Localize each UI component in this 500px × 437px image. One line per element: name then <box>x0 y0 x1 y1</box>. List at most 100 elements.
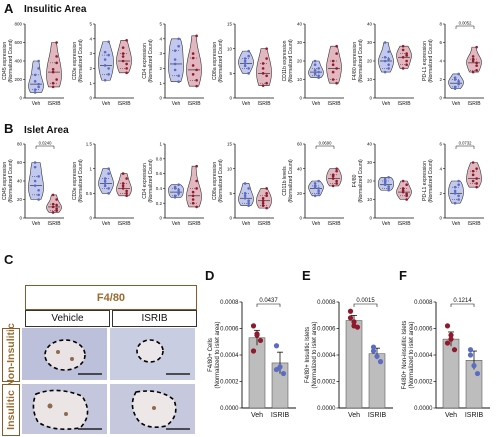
data-point <box>457 72 460 76</box>
x-tick-label: Veh <box>382 221 391 227</box>
data-point <box>103 78 107 82</box>
data-point <box>51 193 55 197</box>
data-point <box>383 70 387 74</box>
violin-shape-isrib <box>256 48 272 86</box>
y-tick-label: 10 <box>367 197 373 202</box>
data-point <box>177 74 180 78</box>
data-point <box>173 58 177 61</box>
data-point <box>103 177 107 180</box>
y-tick-label: 0.0000 <box>414 406 433 412</box>
significance-bracket <box>455 25 475 29</box>
data-point <box>121 172 125 175</box>
y-tick-label: 0.0004 <box>220 353 239 359</box>
data-point <box>401 188 405 192</box>
y-tick-label: 0.4 <box>156 186 163 191</box>
data-point <box>401 67 405 70</box>
y-tick-label: 60 <box>17 160 23 165</box>
data-point <box>51 68 55 71</box>
data-point <box>331 63 335 66</box>
significance-bracket <box>450 303 475 307</box>
data-point <box>191 64 195 67</box>
y-tick-label: 20 <box>367 179 373 184</box>
data-point <box>313 59 317 63</box>
data-point <box>37 175 40 178</box>
x-tick-label: ISRIB <box>368 412 387 419</box>
data-point <box>247 54 250 58</box>
data-point <box>335 167 338 170</box>
y-tick-label: 80 <box>17 142 23 147</box>
data-point <box>335 179 338 183</box>
data-point <box>37 82 40 86</box>
data-point <box>448 332 454 338</box>
data-point <box>177 80 180 84</box>
data-point <box>475 61 478 65</box>
x-tick-label: Veh <box>251 412 263 419</box>
bar-chart-f480-insulitic: F4/80+ Insulitic Islets(Normalized to is… <box>305 298 393 419</box>
y-axis-label: CD4 expression(Normalized Count) <box>142 39 154 83</box>
y-tick-label: 5 <box>229 71 232 76</box>
data-point <box>243 182 247 185</box>
y-tick-label: 4 <box>159 36 162 41</box>
row-label-insulitic: Insulitic <box>5 390 17 430</box>
y-tick-label: 800 <box>14 22 22 27</box>
micrograph-isrib-insulitic <box>110 384 195 434</box>
violin-chart-cd8a-insulitic: CD8a expression(Normalized Count) 0 5 10 15 V… <box>212 22 274 107</box>
data-point <box>317 74 320 78</box>
data-point <box>33 179 37 183</box>
data-point <box>37 59 40 63</box>
bar-chart-f480-cells: F4/80+ Cells(Normalized to islet area)0.… <box>208 298 296 419</box>
p-value-label: 0.1214 <box>453 298 472 304</box>
y-tick-label: 0 <box>89 216 92 221</box>
x-tick-label: Veh <box>32 221 41 227</box>
data-point <box>51 85 55 89</box>
data-point <box>51 205 55 209</box>
violin-chart-cd11b-insulitic: CD11b expression(Normalized Count) 0 10 20 3… <box>282 22 344 107</box>
data-point <box>195 78 198 82</box>
violin-chart-pdl1-insulitic: PD-L1 expression(Normalized Count) 0 2 4 6 8 V… <box>422 21 484 107</box>
y-tick-label: 0.0006 <box>414 327 433 333</box>
violin-chart-f480-islet: F4/80(Normalized Count) 0 10 20 30 40 Veh ISRIB <box>352 142 414 227</box>
data-point <box>335 52 338 55</box>
data-point <box>457 183 460 186</box>
data-point <box>401 44 405 48</box>
y-tick-label: 1 <box>159 142 162 147</box>
data-point <box>451 347 458 353</box>
significance-bracket <box>455 145 475 149</box>
data-point <box>313 194 317 198</box>
data-point <box>453 201 457 205</box>
data-point <box>387 57 390 61</box>
data-point <box>243 196 247 200</box>
data-point <box>247 204 250 207</box>
data-point <box>471 363 477 369</box>
data-point <box>471 179 475 183</box>
data-point <box>405 194 408 198</box>
significance-bracket <box>315 145 335 149</box>
data-point <box>331 70 335 74</box>
x-tick-label: Veh <box>242 221 251 227</box>
data-point <box>261 201 265 205</box>
y-tick-label: 0 <box>299 216 302 221</box>
violin-chart-cd8a-islet: CD8a expression(Normalized Count) 0 5 10 15 V… <box>212 142 274 227</box>
data-point <box>107 73 110 76</box>
row-label-non-insulitic-box: Non-Insulitic <box>2 323 20 387</box>
x-tick-label: Veh <box>312 221 321 227</box>
data-point <box>173 195 177 199</box>
data-point <box>331 174 335 178</box>
x-tick-label: Veh <box>102 101 111 107</box>
significance-bracket <box>353 303 378 307</box>
data-point <box>121 46 125 49</box>
y-tick-label: 1 <box>89 81 92 86</box>
x-tick-label: ISRIB <box>467 101 481 107</box>
significance-bracket <box>256 303 281 307</box>
data-point <box>383 179 387 183</box>
stain-label: F4/80 <box>96 291 126 304</box>
condition-label-isrib: ISRIB <box>141 313 168 324</box>
data-point <box>103 58 107 61</box>
violin-chart-f480-insulitic: F4/80 expression(Normalized Count) 0 10 20 3… <box>352 22 414 107</box>
data-point <box>387 187 390 190</box>
data-point <box>195 84 198 88</box>
y-tick-label: 0.0008 <box>317 300 336 306</box>
data-point <box>383 56 387 59</box>
data-point <box>453 76 457 79</box>
data-point <box>401 190 405 194</box>
